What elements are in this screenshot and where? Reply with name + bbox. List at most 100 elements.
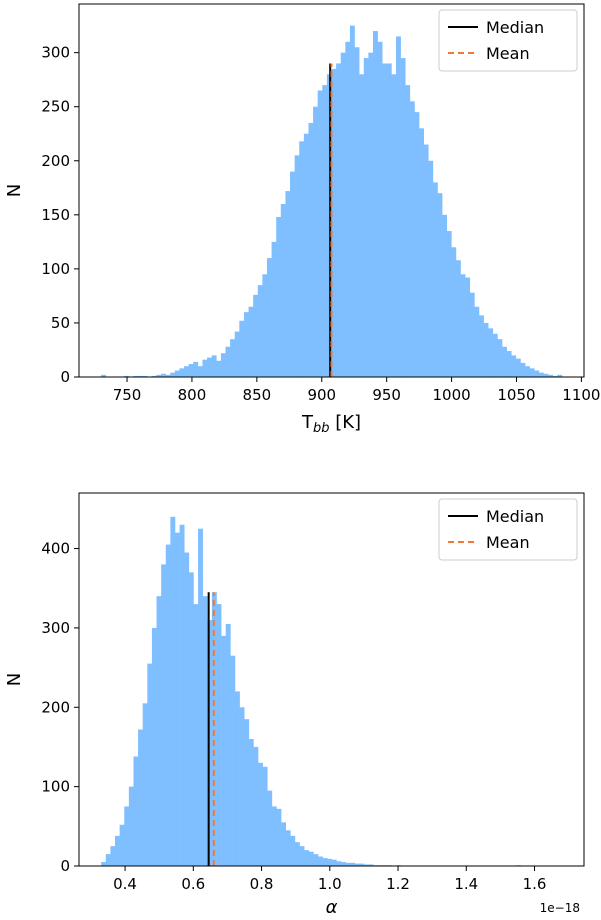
histogram-bar (308, 851, 314, 866)
histogram-bar (557, 374, 563, 377)
histogram-bar (336, 861, 342, 866)
y-tick-label: 50 (51, 314, 70, 332)
histogram-bar (211, 592, 217, 866)
histogram-bar (368, 864, 374, 866)
histogram-bar (225, 623, 231, 866)
histogram-bar (248, 739, 254, 866)
histogram-bar (124, 375, 130, 377)
histogram-bar (304, 850, 310, 866)
histogram-bar (372, 31, 378, 378)
legend: Median Mean (438, 498, 578, 561)
histogram-bar (230, 655, 236, 866)
histogram-bar (239, 320, 245, 377)
histogram-bar (359, 863, 365, 866)
x-tick-label: 1.4 (454, 875, 478, 893)
histogram-bar (290, 171, 295, 377)
y-tick-label: 100 (41, 260, 70, 278)
histogram-bar (193, 361, 199, 377)
legend-box (438, 498, 578, 561)
histogram-bar (243, 312, 249, 377)
histogram-bar (110, 846, 116, 866)
histogram-bar (276, 216, 282, 377)
histogram-bar (248, 306, 254, 377)
histogram-bar (262, 766, 268, 866)
histogram-bar (239, 707, 245, 866)
histogram-bar (515, 358, 521, 377)
plot-frame (78, 3, 585, 378)
histogram-bar (400, 58, 406, 378)
histogram-bar (455, 260, 461, 377)
histogram-bar (138, 729, 143, 866)
histogram-bar (543, 373, 549, 377)
y-tick-label: 0 (60, 368, 70, 386)
histogram-bar (345, 41, 351, 378)
histogram-bar (216, 604, 222, 866)
histogram-bar (119, 824, 125, 866)
histogram-bar (405, 85, 411, 377)
histogram-bar (244, 719, 250, 866)
histogram-bar (359, 74, 365, 377)
x-tick-label: 850 (243, 386, 272, 404)
histogram-bar (133, 756, 139, 866)
histogram-bar (271, 806, 277, 866)
histogram-bar (313, 854, 319, 866)
x-tick-label: 900 (307, 386, 336, 404)
histogram-bar (428, 160, 434, 377)
y-tick-label: 300 (41, 619, 70, 637)
legend-mean-label: Mean (486, 533, 530, 552)
histogram-bar (253, 294, 259, 377)
y-tick-label: 200 (41, 698, 70, 716)
histogram-bar (207, 357, 212, 377)
histogram-bar (151, 627, 157, 866)
histogram-bar (128, 786, 134, 866)
histogram-bar (492, 333, 498, 377)
histogram-bar (331, 68, 337, 378)
histogram-bar (262, 274, 268, 377)
histogram-bar (151, 375, 157, 377)
x-axis-ticks: 0.4 0.6 0.8 1.0 1.2 1.4 1.6 (113, 866, 546, 893)
histogram-bar (115, 835, 120, 866)
histogram-bar (488, 328, 494, 377)
histogram-bar (303, 133, 309, 377)
histogram-bar (285, 191, 291, 377)
histogram-bar (179, 524, 185, 866)
histogram-bar (350, 862, 356, 866)
histogram-bar (184, 552, 190, 866)
histogram-bar (290, 835, 296, 866)
histogram-bar (451, 247, 457, 377)
y-axis-label: N (4, 184, 25, 197)
histogram-bar (165, 544, 171, 866)
histogram-bar (188, 572, 194, 866)
histogram-bar (124, 806, 130, 866)
histogram-bar (423, 144, 429, 377)
histogram-bar (340, 52, 346, 378)
histogram-bar (174, 532, 180, 866)
histogram-bar (313, 106, 318, 378)
histogram-bar (165, 374, 171, 377)
legend-box (438, 9, 578, 72)
x-tick-label: 1.0 (318, 875, 342, 893)
histogram-bar (234, 331, 240, 377)
y-tick-label: 200 (41, 152, 70, 170)
histogram-bar (257, 285, 263, 377)
histogram-bar (170, 372, 176, 377)
y-axis-ticks: 0 50 100 150 200 250 300 (41, 44, 79, 386)
histogram-bar (322, 858, 328, 866)
histogram-bar (133, 375, 139, 377)
x-tick-label: 0.8 (250, 875, 274, 893)
legend-median-label: Median (486, 18, 544, 37)
histogram-bar (465, 277, 471, 377)
histogram-bar (308, 122, 314, 378)
histogram-bar (294, 155, 300, 377)
histogram-bar (184, 366, 189, 377)
histogram-bar (363, 58, 369, 378)
legend-median-label: Median (486, 507, 544, 526)
y-tick-label: 0 (60, 857, 70, 875)
histogram-bar (437, 193, 443, 377)
histogram-bar (101, 862, 107, 866)
histogram-bar (419, 128, 424, 377)
histogram-bar (142, 703, 148, 866)
histogram-bar (216, 360, 222, 377)
histogram-bar (271, 241, 277, 377)
